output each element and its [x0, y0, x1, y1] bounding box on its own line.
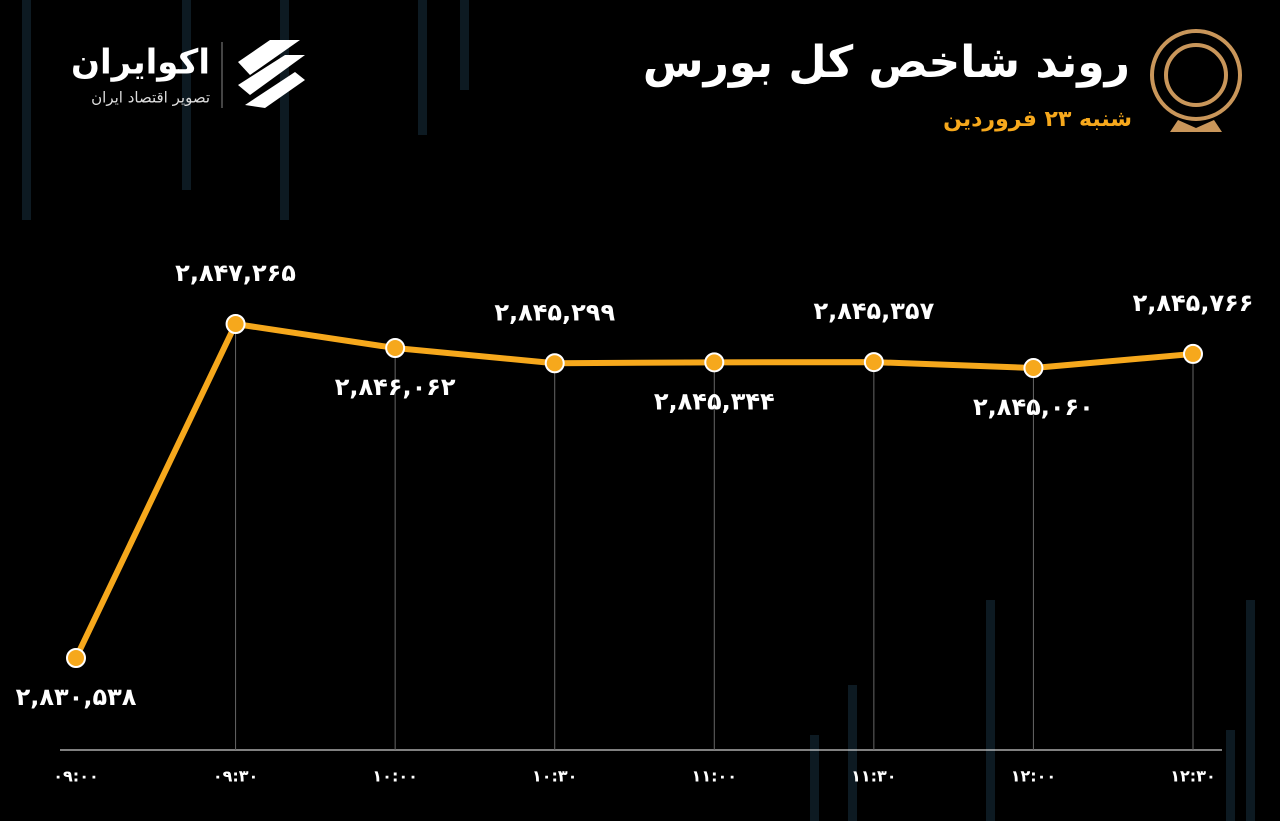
- emblem: [1150, 29, 1242, 132]
- x-tick-label: ۱۱:۰۰: [692, 767, 737, 786]
- chart-title: روند شاخص کل بورس: [643, 37, 1130, 88]
- x-tick-label: ۱۲:۳۰: [1170, 767, 1215, 786]
- data-point: [1183, 343, 1203, 364]
- decor-bars: [22, 0, 1255, 821]
- chart-subtitle: شنبه ۲۳ فروردین: [943, 107, 1132, 132]
- x-tick-label: ۱۱:۳۰: [851, 767, 896, 786]
- x-tick-label: ۱۰:۰۰: [372, 767, 417, 786]
- x-tick-label: ۰۹:۳۰: [213, 767, 258, 786]
- x-tick-label: ۱۲:۰۰: [1011, 767, 1056, 786]
- data-point: [544, 353, 565, 374]
- x-tick-label: ۱۰:۳۰: [532, 767, 577, 786]
- value-label: ۲,۸۴۶,۰۶۲: [335, 373, 456, 401]
- data-point: [66, 648, 86, 668]
- brand-name: اکوایران: [71, 43, 210, 83]
- data-point: [225, 314, 246, 334]
- data-point: [704, 352, 725, 373]
- data-point: [863, 352, 884, 373]
- value-label: ۲,۸۴۵,۳۵۷: [813, 297, 934, 325]
- value-label: ۲,۸۳۰,۵۳۸: [16, 683, 137, 711]
- value-label: ۲,۸۴۵,۷۶۶: [1133, 289, 1254, 317]
- value-label: ۲,۸۴۵,۳۴۴: [654, 387, 775, 415]
- value-label: ۲,۸۴۵,۲۹۹: [494, 298, 615, 326]
- x-tick-label: ۰۹:۰۰: [53, 767, 98, 786]
- data-point: [1023, 358, 1044, 379]
- brand-tagline: تصویر اقتصاد ایران: [91, 89, 210, 107]
- value-label: ۲,۸۴۷,۲۶۵: [175, 259, 296, 287]
- data-point: [385, 338, 406, 359]
- value-label: ۲,۸۴۵,۰۶۰: [973, 393, 1094, 421]
- series-line: [73, 321, 1194, 660]
- brand-logo: [238, 40, 305, 108]
